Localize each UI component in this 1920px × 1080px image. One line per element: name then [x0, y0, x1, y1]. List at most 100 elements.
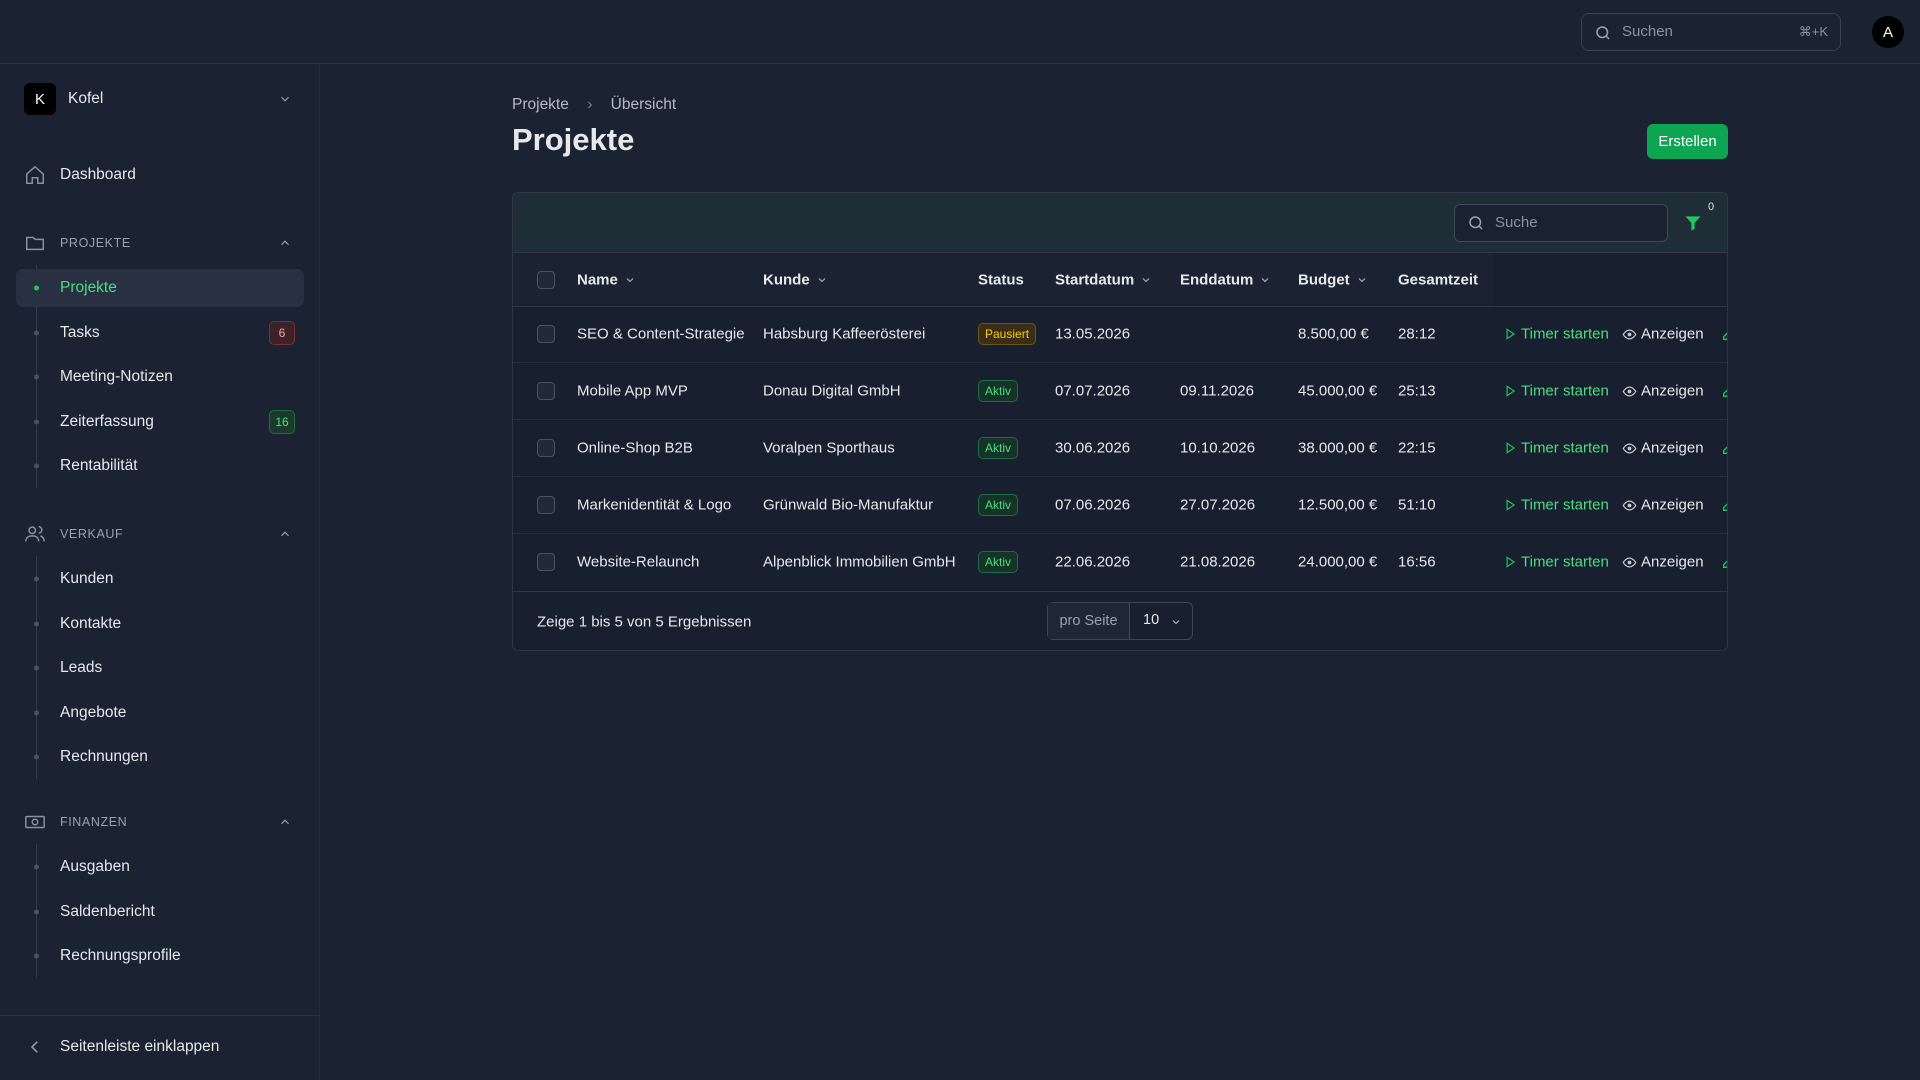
edit-icon	[1723, 503, 1727, 511]
status-badge: Aktiv	[978, 437, 1019, 459]
group-icon	[25, 525, 45, 542]
row-checkbox[interactable]	[537, 382, 555, 400]
table-cell: 07.06.2026	[1055, 496, 1131, 514]
sort-icon	[818, 278, 826, 283]
table-cell: 21.08.2026	[1180, 553, 1256, 571]
tree-dot	[34, 710, 39, 715]
status-badge: Aktiv	[978, 380, 1019, 402]
timer-action[interactable]: Timer starten	[1521, 382, 1609, 400]
table-search[interactable]: Suche	[1454, 204, 1668, 242]
nav-item[interactable]: Tasks	[60, 323, 100, 341]
play-icon	[1506, 499, 1516, 511]
nav-item[interactable]: Meeting-Notizen	[60, 368, 173, 385]
search-icon	[1469, 216, 1483, 230]
breadcrumb-separator: ›	[587, 96, 593, 113]
view-action[interactable]: Anzeigen	[1641, 439, 1704, 457]
tree-dot	[34, 909, 39, 914]
nav-item[interactable]: Ausgaben	[60, 858, 130, 875]
search-icon	[1596, 26, 1610, 40]
row-divider	[513, 362, 1727, 363]
table-cell: 27.07.2026	[1180, 496, 1256, 514]
global-search[interactable]: Suchen ⌘+K	[1581, 13, 1841, 51]
tree-dot	[34, 285, 39, 291]
column-header[interactable]: Name	[577, 271, 618, 289]
chevron	[281, 240, 289, 246]
table-cell: 24.000,00 €	[1298, 553, 1378, 571]
timer-action[interactable]: Timer starten	[1521, 553, 1609, 571]
table-cell: 25:13	[1398, 382, 1436, 400]
page-title: Projekte	[512, 122, 635, 157]
table-cell[interactable]: SEO & Content-Strategie	[577, 325, 745, 343]
status-badge: Aktiv	[978, 494, 1019, 516]
timer-action[interactable]: Timer starten	[1521, 439, 1609, 457]
header-spacer	[1493, 253, 1727, 306]
nav-badge: 16	[269, 409, 295, 434]
nav-item[interactable]: Rechnungen	[60, 748, 148, 765]
nav-item[interactable]: Rechnungsprofile	[60, 947, 181, 964]
group-title[interactable]: PROJEKTE	[60, 236, 131, 250]
collapse-sidebar[interactable]: Seitenleiste einklappen	[60, 1038, 220, 1055]
column-header[interactable]: Budget	[1298, 271, 1350, 289]
timer-action[interactable]: Timer starten	[1521, 496, 1609, 514]
per-page-label: pro Seite	[1048, 603, 1130, 639]
eye-icon	[1622, 329, 1637, 340]
view-action[interactable]: Anzeigen	[1641, 382, 1704, 400]
table-cell: 38.000,00 €	[1298, 439, 1378, 457]
row-checkbox[interactable]	[537, 325, 555, 343]
eye-icon	[1622, 557, 1637, 568]
table-cell[interactable]: Mobile App MVP	[577, 382, 688, 400]
group-title[interactable]: VERKAUF	[60, 527, 124, 541]
breadcrumb-item[interactable]: Projekte	[512, 96, 569, 113]
view-action[interactable]: Anzeigen	[1641, 496, 1704, 514]
group-icon	[26, 236, 44, 251]
timer-action[interactable]: Timer starten	[1521, 325, 1609, 343]
eye-icon	[1622, 386, 1637, 397]
table-cell: Donau Digital GmbH	[763, 382, 901, 400]
edit-icon	[1723, 389, 1727, 397]
column-header[interactable]: Startdatum	[1055, 271, 1135, 289]
create-button[interactable]: Erstellen	[1647, 124, 1728, 159]
column-header[interactable]: Enddatum	[1180, 271, 1254, 289]
tree-dot	[34, 754, 39, 760]
collapse-icon	[30, 1041, 38, 1053]
tree-dot	[34, 665, 39, 671]
edit-icon	[1723, 446, 1727, 454]
table-cell: 10.10.2026	[1180, 439, 1256, 457]
column-header[interactable]: Kunde	[763, 271, 810, 289]
table-cell: 07.07.2026	[1055, 382, 1131, 400]
table-cell: 8.500,00 €	[1298, 325, 1369, 343]
per-page-value: 10	[1143, 612, 1160, 628]
table-cell[interactable]: Online-Shop B2B	[577, 439, 693, 457]
row-checkbox[interactable]	[537, 553, 555, 571]
table-cell: 16:56	[1398, 553, 1436, 571]
row-checkbox[interactable]	[537, 496, 555, 514]
nav-item[interactable]: Angebote	[60, 703, 127, 721]
nav-item[interactable]: Kunden	[60, 570, 114, 587]
table-cell[interactable]: Website-Relaunch	[577, 553, 700, 571]
table-cell[interactable]: Markenidentität & Logo	[577, 496, 732, 514]
nav-item[interactable]: Kontakte	[60, 614, 122, 632]
view-action[interactable]: Anzeigen	[1641, 325, 1704, 343]
nav-item[interactable]: Projekte	[60, 279, 117, 296]
tree-dot	[34, 463, 39, 469]
group-title[interactable]: FINANZEN	[60, 815, 128, 829]
table-cell: Habsburg Kaffeerösterei	[763, 325, 926, 343]
nav-item[interactable]: Dashboard	[60, 166, 136, 183]
nav-item[interactable]: Zeiterfassung	[60, 412, 154, 430]
row-checkbox[interactable]	[537, 439, 555, 457]
table-cell: 51:10	[1398, 496, 1436, 514]
per-page-select[interactable]: pro Seite 10	[1047, 602, 1193, 640]
projects-table: Suche 0 Zeige 1 bis 5 von 5 Ergebnissen …	[512, 192, 1728, 651]
select-all-checkbox[interactable]	[537, 271, 555, 289]
view-action[interactable]: Anzeigen	[1641, 553, 1704, 571]
table-cell: 22.06.2026	[1055, 553, 1131, 571]
nav-item[interactable]: Leads	[60, 659, 103, 676]
nav-item[interactable]: Rentabilität	[60, 457, 138, 474]
nav-item[interactable]: Saldenbericht	[60, 902, 155, 920]
avatar[interactable]: A	[1872, 16, 1904, 48]
status-badge: Pausiert	[978, 323, 1037, 345]
filter-button[interactable]	[1683, 213, 1703, 233]
workspace-name[interactable]: Kofel	[68, 90, 104, 107]
table-cell: 09.11.2026	[1180, 382, 1254, 400]
